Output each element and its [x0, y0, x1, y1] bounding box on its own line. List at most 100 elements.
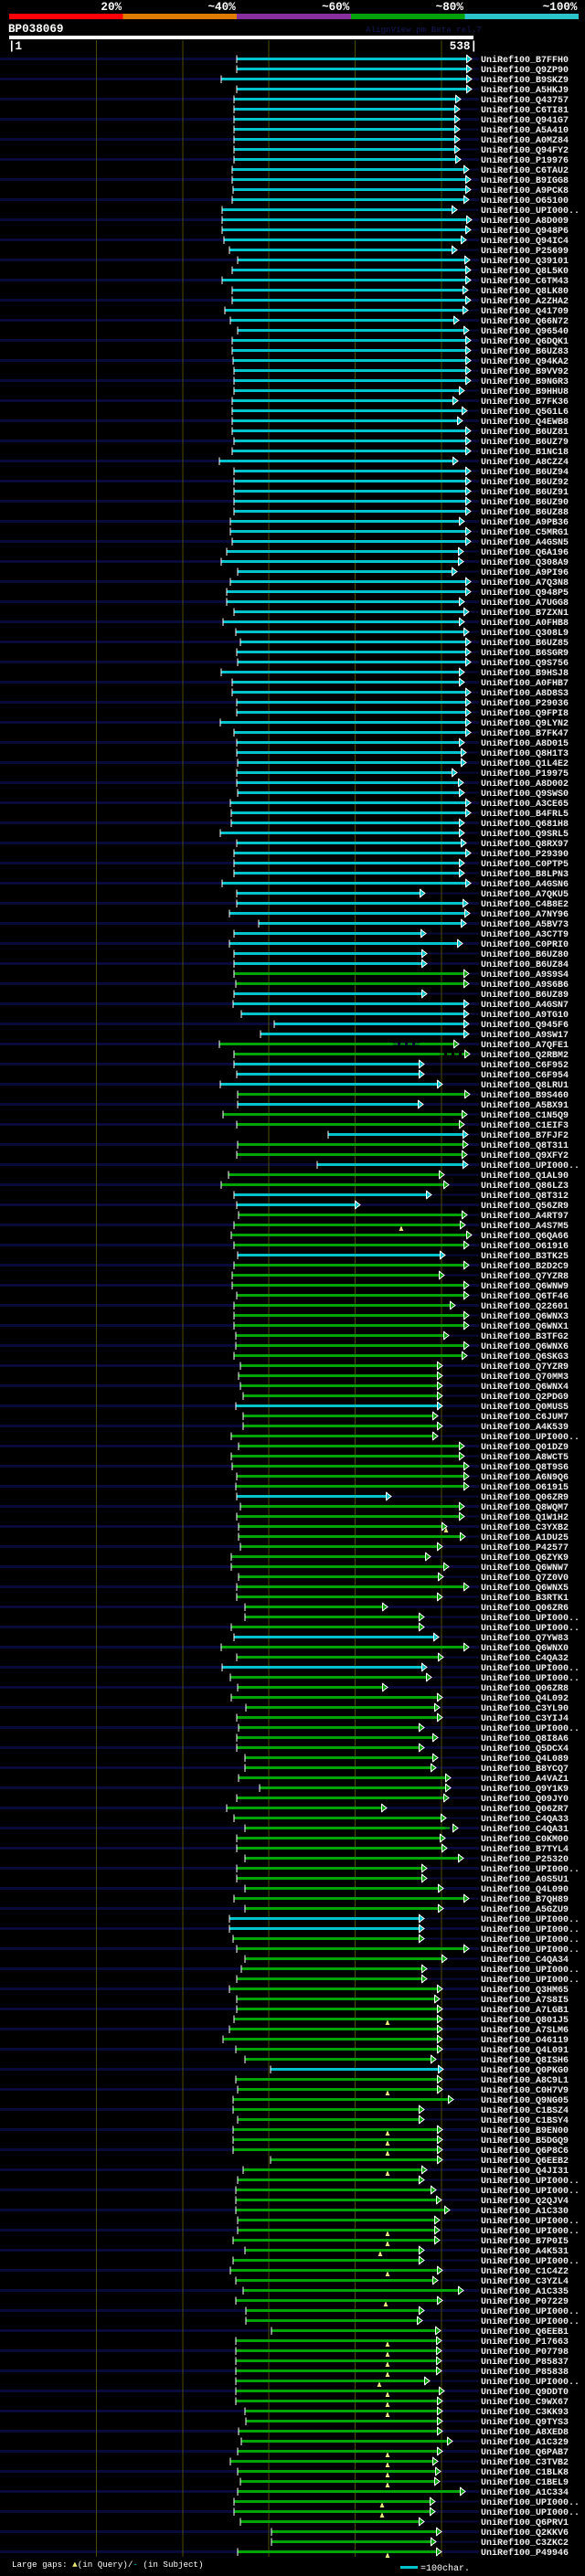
svg-text:UniRef100_B3RTK1: UniRef100_B3RTK1: [481, 1593, 569, 1604]
svg-text:UniRef100_A8D8S3: UniRef100_A8D8S3: [481, 688, 569, 699]
svg-text:UniRef100_UPI000..: UniRef100_UPI000..: [481, 1613, 580, 1624]
svg-text:UniRef100_O61915: UniRef100_O61915: [481, 1482, 569, 1493]
svg-text:UniRef100_Q1L4E2: UniRef100_Q1L4E2: [481, 758, 569, 769]
svg-text:UniRef100_C1EIF3: UniRef100_C1EIF3: [481, 1120, 569, 1131]
svg-text:UniRef100_B9HHU8: UniRef100_B9HHU8: [481, 387, 569, 398]
svg-text:UniRef100_P49946: UniRef100_P49946: [481, 2548, 569, 2559]
svg-text:UniRef100_Q4L091: UniRef100_Q4L091: [481, 2045, 569, 2056]
svg-text:UniRef100_UPI000..: UniRef100_UPI000..: [481, 1935, 580, 1945]
svg-text:UniRef100_A9PI96: UniRef100_A9PI96: [481, 567, 569, 578]
svg-text:UniRef100_A8CZZ4: UniRef100_A8CZZ4: [481, 457, 569, 468]
svg-text:UniRef100_C3ZKC2: UniRef100_C3ZKC2: [481, 2538, 569, 2549]
svg-text:UniRef100_UPI000..: UniRef100_UPI000..: [481, 2377, 580, 2388]
svg-text:UniRef100_Q01DZ9: UniRef100_Q01DZ9: [481, 1442, 569, 1453]
svg-text:UniRef100_P19976: UniRef100_P19976: [481, 155, 569, 166]
svg-text:UniRef100_UPI000..: UniRef100_UPI000..: [481, 1161, 580, 1171]
svg-text:UniRef100_A7S8I5: UniRef100_A7S8I5: [481, 1995, 569, 2006]
svg-text:UniRef100_UPI000..: UniRef100_UPI000..: [481, 2226, 580, 2237]
svg-text:UniRef100_A8WCT5: UniRef100_A8WCT5: [481, 1452, 569, 1463]
svg-text:UniRef100_B6UZ80: UniRef100_B6UZ80: [481, 949, 569, 960]
svg-text:UniRef100_B5DGQ9: UniRef100_B5DGQ9: [481, 2136, 569, 2147]
svg-text:UniRef100_B7FFH0: UniRef100_B7FFH0: [481, 55, 569, 66]
svg-text:UniRef100_C1BSY4: UniRef100_C1BSY4: [481, 2115, 569, 2126]
svg-text:UniRef100_Q9LYN2: UniRef100_Q9LYN2: [481, 718, 569, 729]
svg-text:UniRef100_P85837: UniRef100_P85837: [481, 2357, 569, 2368]
svg-text:UniRef100_Q945F6: UniRef100_Q945F6: [481, 1020, 569, 1031]
svg-text:UniRef100_A0MZ84: UniRef100_A0MZ84: [481, 135, 569, 146]
svg-text:UniRef100_Q06ZR7: UniRef100_Q06ZR7: [481, 1804, 569, 1815]
svg-text:UniRef100_Q6WNX5: UniRef100_Q6WNX5: [481, 1583, 569, 1594]
svg-text:UniRef100_UPI000..: UniRef100_UPI000..: [481, 1623, 580, 1634]
svg-text:UniRef100_Q6WNX4: UniRef100_Q6WNX4: [481, 1382, 569, 1393]
svg-text:UniRef100_Q7YZR8: UniRef100_Q7YZR8: [481, 1271, 569, 1282]
svg-text:UniRef100_Q6TF46: UniRef100_Q6TF46: [481, 1291, 569, 1302]
svg-text:UniRef100_P07229: UniRef100_P07229: [481, 2296, 569, 2307]
svg-text:UniRef100_C6F954: UniRef100_C6F954: [481, 1070, 569, 1081]
svg-text:UniRef100_Q94KA2: UniRef100_Q94KA2: [481, 356, 569, 367]
svg-text:UniRef100_UPI000..: UniRef100_UPI000..: [481, 2176, 580, 2187]
svg-text:UniRef100_A8XED8: UniRef100_A8XED8: [481, 2427, 569, 2438]
svg-text:UniRef100_UPI000..: UniRef100_UPI000..: [481, 2316, 580, 2327]
svg-text:UniRef100_UPI000..: UniRef100_UPI000..: [481, 1673, 580, 1684]
svg-text:|1: |1: [8, 40, 23, 53]
svg-text:UniRef100_A0FHB7: UniRef100_A0FHB7: [481, 678, 569, 689]
svg-text:UniRef100_C1BLK8: UniRef100_C1BLK8: [481, 2467, 569, 2478]
svg-text:UniRef100_A3CE65: UniRef100_A3CE65: [481, 799, 569, 810]
svg-text:UniRef100_A1C335: UniRef100_A1C335: [481, 2286, 569, 2297]
svg-text:UniRef100_B9SKZ9: UniRef100_B9SKZ9: [481, 75, 569, 86]
svg-text:UniRef100_O65100: UniRef100_O65100: [481, 196, 569, 207]
svg-text:~40%: ~40%: [207, 1, 236, 14]
svg-text:UniRef100_Q9TYS3: UniRef100_Q9TYS3: [481, 2417, 569, 2428]
svg-text:UniRef100_Q9Y1K9: UniRef100_Q9Y1K9: [481, 1784, 569, 1795]
svg-text:UniRef100_B2D2C9: UniRef100_B2D2C9: [481, 1261, 569, 1272]
svg-text:UniRef100_A9SW17: UniRef100_A9SW17: [481, 1030, 569, 1041]
svg-text:UniRef100_Q8LK80: UniRef100_Q8LK80: [481, 286, 569, 297]
svg-text:UniRef100_Q6QA66: UniRef100_Q6QA66: [481, 1231, 569, 1242]
svg-text:UniRef100_A7QFE1: UniRef100_A7QFE1: [481, 1040, 569, 1051]
svg-text:UniRef100_Q43757: UniRef100_Q43757: [481, 95, 569, 106]
svg-text:UniRef100_C0KM00: UniRef100_C0KM00: [481, 1834, 569, 1845]
svg-text:UniRef100_Q06ZR6: UniRef100_Q06ZR6: [481, 1603, 569, 1614]
svg-text:UniRef100_B8LPN3: UniRef100_B8LPN3: [481, 869, 569, 880]
svg-text:UniRef100_Q8WQM7: UniRef100_Q8WQM7: [481, 1502, 569, 1513]
svg-text:UniRef100_C3YL90: UniRef100_C3YL90: [481, 1703, 569, 1714]
svg-text:UniRef100_P25699: UniRef100_P25699: [481, 246, 569, 257]
svg-text:UniRef100_Q681H8: UniRef100_Q681H8: [481, 819, 569, 830]
svg-text:UniRef100_B1NC18: UniRef100_B1NC18: [481, 447, 569, 458]
svg-text:UniRef100_UPI000..: UniRef100_UPI000..: [481, 1965, 580, 1976]
svg-text:UniRef100_A9TG10: UniRef100_A9TG10: [481, 1010, 569, 1021]
svg-text:UniRef100_Q41709: UniRef100_Q41709: [481, 306, 569, 317]
svg-text:UniRef100_A4GSN6: UniRef100_A4GSN6: [481, 879, 569, 890]
svg-text:UniRef100_A5BX91: UniRef100_A5BX91: [481, 1100, 569, 1111]
svg-text:UniRef100_C1C4Z2: UniRef100_C1C4Z2: [481, 2266, 569, 2277]
svg-text:=100char.: =100char.: [420, 2563, 470, 2574]
svg-text:UniRef100_A4VAZ1: UniRef100_A4VAZ1: [481, 1774, 569, 1785]
svg-text:UniRef100_UPI000..: UniRef100_UPI000..: [481, 1864, 580, 1875]
svg-text:UniRef100_C4QA33: UniRef100_C4QA33: [481, 1814, 569, 1825]
svg-text:~60%: ~60%: [322, 1, 350, 14]
svg-text:UniRef100_Q4L092: UniRef100_Q4L092: [481, 1693, 569, 1704]
svg-text:UniRef100_Q941G7: UniRef100_Q941G7: [481, 115, 569, 126]
svg-text:UniRef100_Q6PAB7: UniRef100_Q6PAB7: [481, 2447, 569, 2458]
svg-text:UniRef100_UPI000..: UniRef100_UPI000..: [481, 2216, 580, 2227]
svg-text:BP038069: BP038069: [8, 23, 63, 36]
svg-text:UniRef100_P17663: UniRef100_P17663: [481, 2337, 569, 2348]
svg-text:UniRef100_P42577: UniRef100_P42577: [481, 1542, 569, 1553]
svg-text:UniRef100_B4FRL5: UniRef100_B4FRL5: [481, 809, 569, 820]
svg-text:UniRef100_C6JUM7: UniRef100_C6JUM7: [481, 1412, 569, 1423]
svg-text:UniRef100_P25320: UniRef100_P25320: [481, 1854, 569, 1865]
svg-text:UniRef100_Q94IC4: UniRef100_Q94IC4: [481, 236, 569, 247]
svg-text:UniRef100_Q308A9: UniRef100_Q308A9: [481, 557, 569, 568]
svg-text:UniRef100_B6UZ90: UniRef100_B6UZ90: [481, 497, 569, 508]
svg-text:UniRef100_C4QA31: UniRef100_C4QA31: [481, 1824, 569, 1835]
svg-text:UniRef100_Q6WNX1: UniRef100_Q6WNX1: [481, 1321, 569, 1332]
svg-text:UniRef100_UPI000..: UniRef100_UPI000..: [481, 1914, 580, 1925]
svg-text:UniRef100_B6UZ79: UniRef100_B6UZ79: [481, 437, 569, 448]
svg-text:UniRef100_A4S7M5: UniRef100_A4S7M5: [481, 1221, 569, 1232]
svg-text:UniRef100_C3YZL4: UniRef100_C3YZL4: [481, 2276, 569, 2287]
svg-text:AlignView.pm Beta rel.7: AlignView.pm Beta rel.7: [366, 25, 482, 35]
svg-text:UniRef100_Q09JY0: UniRef100_Q09JY0: [481, 1794, 569, 1805]
svg-text:UniRef100_Q6ZYK9: UniRef100_Q6ZYK9: [481, 1553, 569, 1564]
svg-text:UniRef100_B6UZ85: UniRef100_B6UZ85: [481, 638, 569, 649]
svg-text:UniRef100_C6TI81: UniRef100_C6TI81: [481, 105, 569, 116]
